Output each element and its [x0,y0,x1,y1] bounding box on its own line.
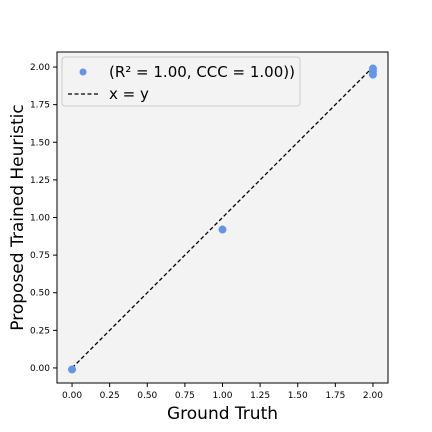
x-tick-label: 1.75 [325,391,345,401]
y-axis-title: Proposed Trained Heuristic [8,104,28,330]
chart-marks [68,64,377,374]
data-point [68,365,77,374]
legend-box [61,56,301,107]
x-tick-label: 2.00 [363,391,383,401]
y-tick-label: 1.50 [30,138,50,148]
y-tick-label: 0.00 [30,364,50,374]
y-tick-label: 0.50 [30,289,50,299]
x-tick-label: 0.25 [100,391,120,401]
legend-label-scatter: (R² = 1.00, CCC = 1.00)) [109,63,295,81]
legend: (R² = 1.00, CCC = 1.00)) x = y [61,56,301,107]
identity-line [71,66,374,369]
plot-area [57,52,388,383]
y-tick-label: 0.75 [30,251,50,261]
y-axis: 0.00 0.25 0.50 0.75 1.00 1.25 1.50 1.75 2.00 [30,63,57,374]
y-tick-label: 1.00 [30,214,50,224]
x-axis: 0.00 0.25 0.50 0.75 1.00 1.25 1.50 1.75 2.00 [62,383,383,401]
y-tick-label: 0.25 [30,326,50,336]
x-tick-label: 1.00 [212,391,232,401]
x-tick-label: 1.25 [250,391,270,401]
data-point [368,70,377,79]
x-tick-label: 0.75 [175,391,195,401]
legend-marker-scatter [79,68,87,76]
x-tick-label: 0.50 [137,391,157,401]
x-tick-label: 1.50 [288,391,308,401]
y-tick-label: 1.25 [30,176,50,186]
legend-label-line: x = y [109,85,149,103]
x-tick-label: 0.00 [62,391,82,401]
y-tick-label: 1.75 [30,101,50,111]
x-axis-title: Ground Truth [167,404,278,424]
y-tick-label: 2.00 [30,63,50,73]
data-point [218,225,227,234]
